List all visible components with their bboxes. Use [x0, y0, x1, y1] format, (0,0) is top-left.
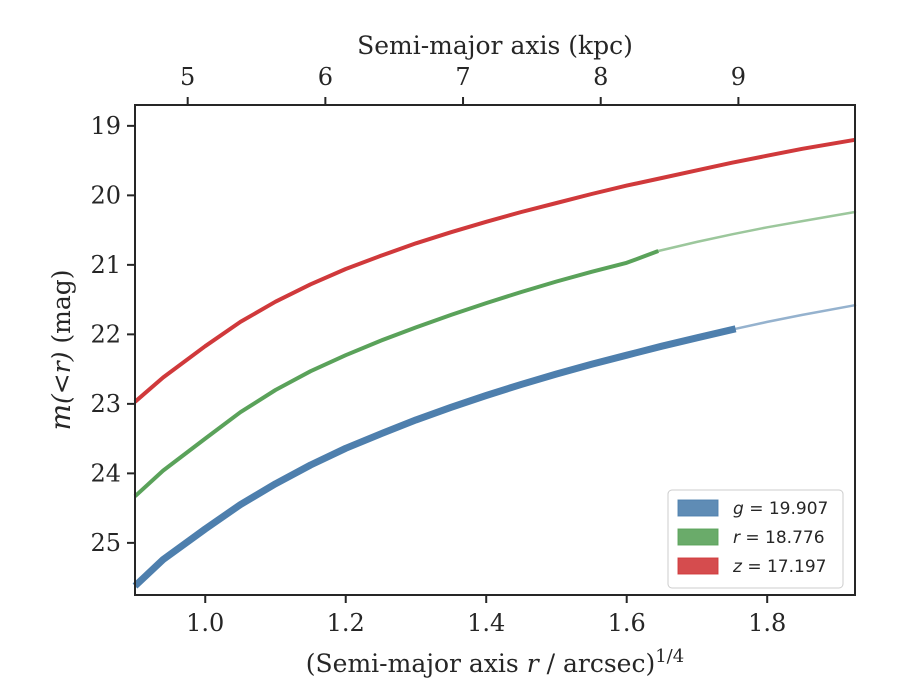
top-tick-label: 9 [731, 63, 746, 91]
legend-label-g: g = 19.907 [733, 499, 828, 519]
y-tick-label: 20 [90, 181, 121, 209]
legend-swatch-g [677, 499, 719, 517]
legend-swatch-r [677, 528, 719, 546]
series-z-line [133, 137, 856, 404]
top-tick-label: 7 [455, 63, 470, 91]
top-tick-label: 6 [318, 63, 333, 91]
legend: g = 19.907 r = 18.776 z = 17.197 [667, 489, 844, 589]
x-tick-label: 1.8 [748, 609, 786, 637]
y-tick-label: 19 [90, 112, 121, 140]
y-tick-label: 22 [90, 320, 121, 348]
top-tick-label: 8 [593, 63, 608, 91]
series-g-extension [734, 303, 857, 331]
y-tick-label: 24 [90, 459, 121, 487]
x-tick-label: 1.4 [467, 609, 505, 637]
y-tick-label: 21 [90, 251, 121, 279]
top-axis-title: Semi-major axis (kpc) [357, 31, 633, 60]
series-g-line [132, 325, 737, 589]
x-tick-label: 1.0 [186, 609, 224, 637]
x-axis-title: (Semi-major axis r / arcsec)1/4 [306, 646, 684, 678]
y-axis-ticks: 19 20 21 22 23 24 25 [90, 112, 135, 557]
x-axis-ticks: 1.0 1.2 1.4 1.6 1.8 [186, 595, 786, 637]
top-axis-ticks: 5 6 7 8 9 [180, 63, 746, 105]
series-r-line [133, 249, 659, 498]
legend-label-z: z = 17.197 [732, 557, 826, 577]
y-tick-label: 23 [90, 390, 121, 418]
series-layer [132, 137, 857, 589]
legend-swatch-z [677, 557, 719, 575]
x-tick-label: 1.6 [608, 609, 646, 637]
y-tick-label: 25 [90, 529, 121, 557]
y-axis-title: m(<r) (mag) [44, 269, 77, 430]
plot-frame [134, 104, 856, 596]
series-r-extension [657, 210, 857, 253]
legend-entries: g = 19.907 r = 18.776 z = 17.197 [677, 499, 828, 577]
x-tick-label: 1.2 [327, 609, 365, 637]
top-tick-label: 5 [180, 63, 195, 91]
legend-label-r: r = 18.776 [733, 528, 825, 548]
